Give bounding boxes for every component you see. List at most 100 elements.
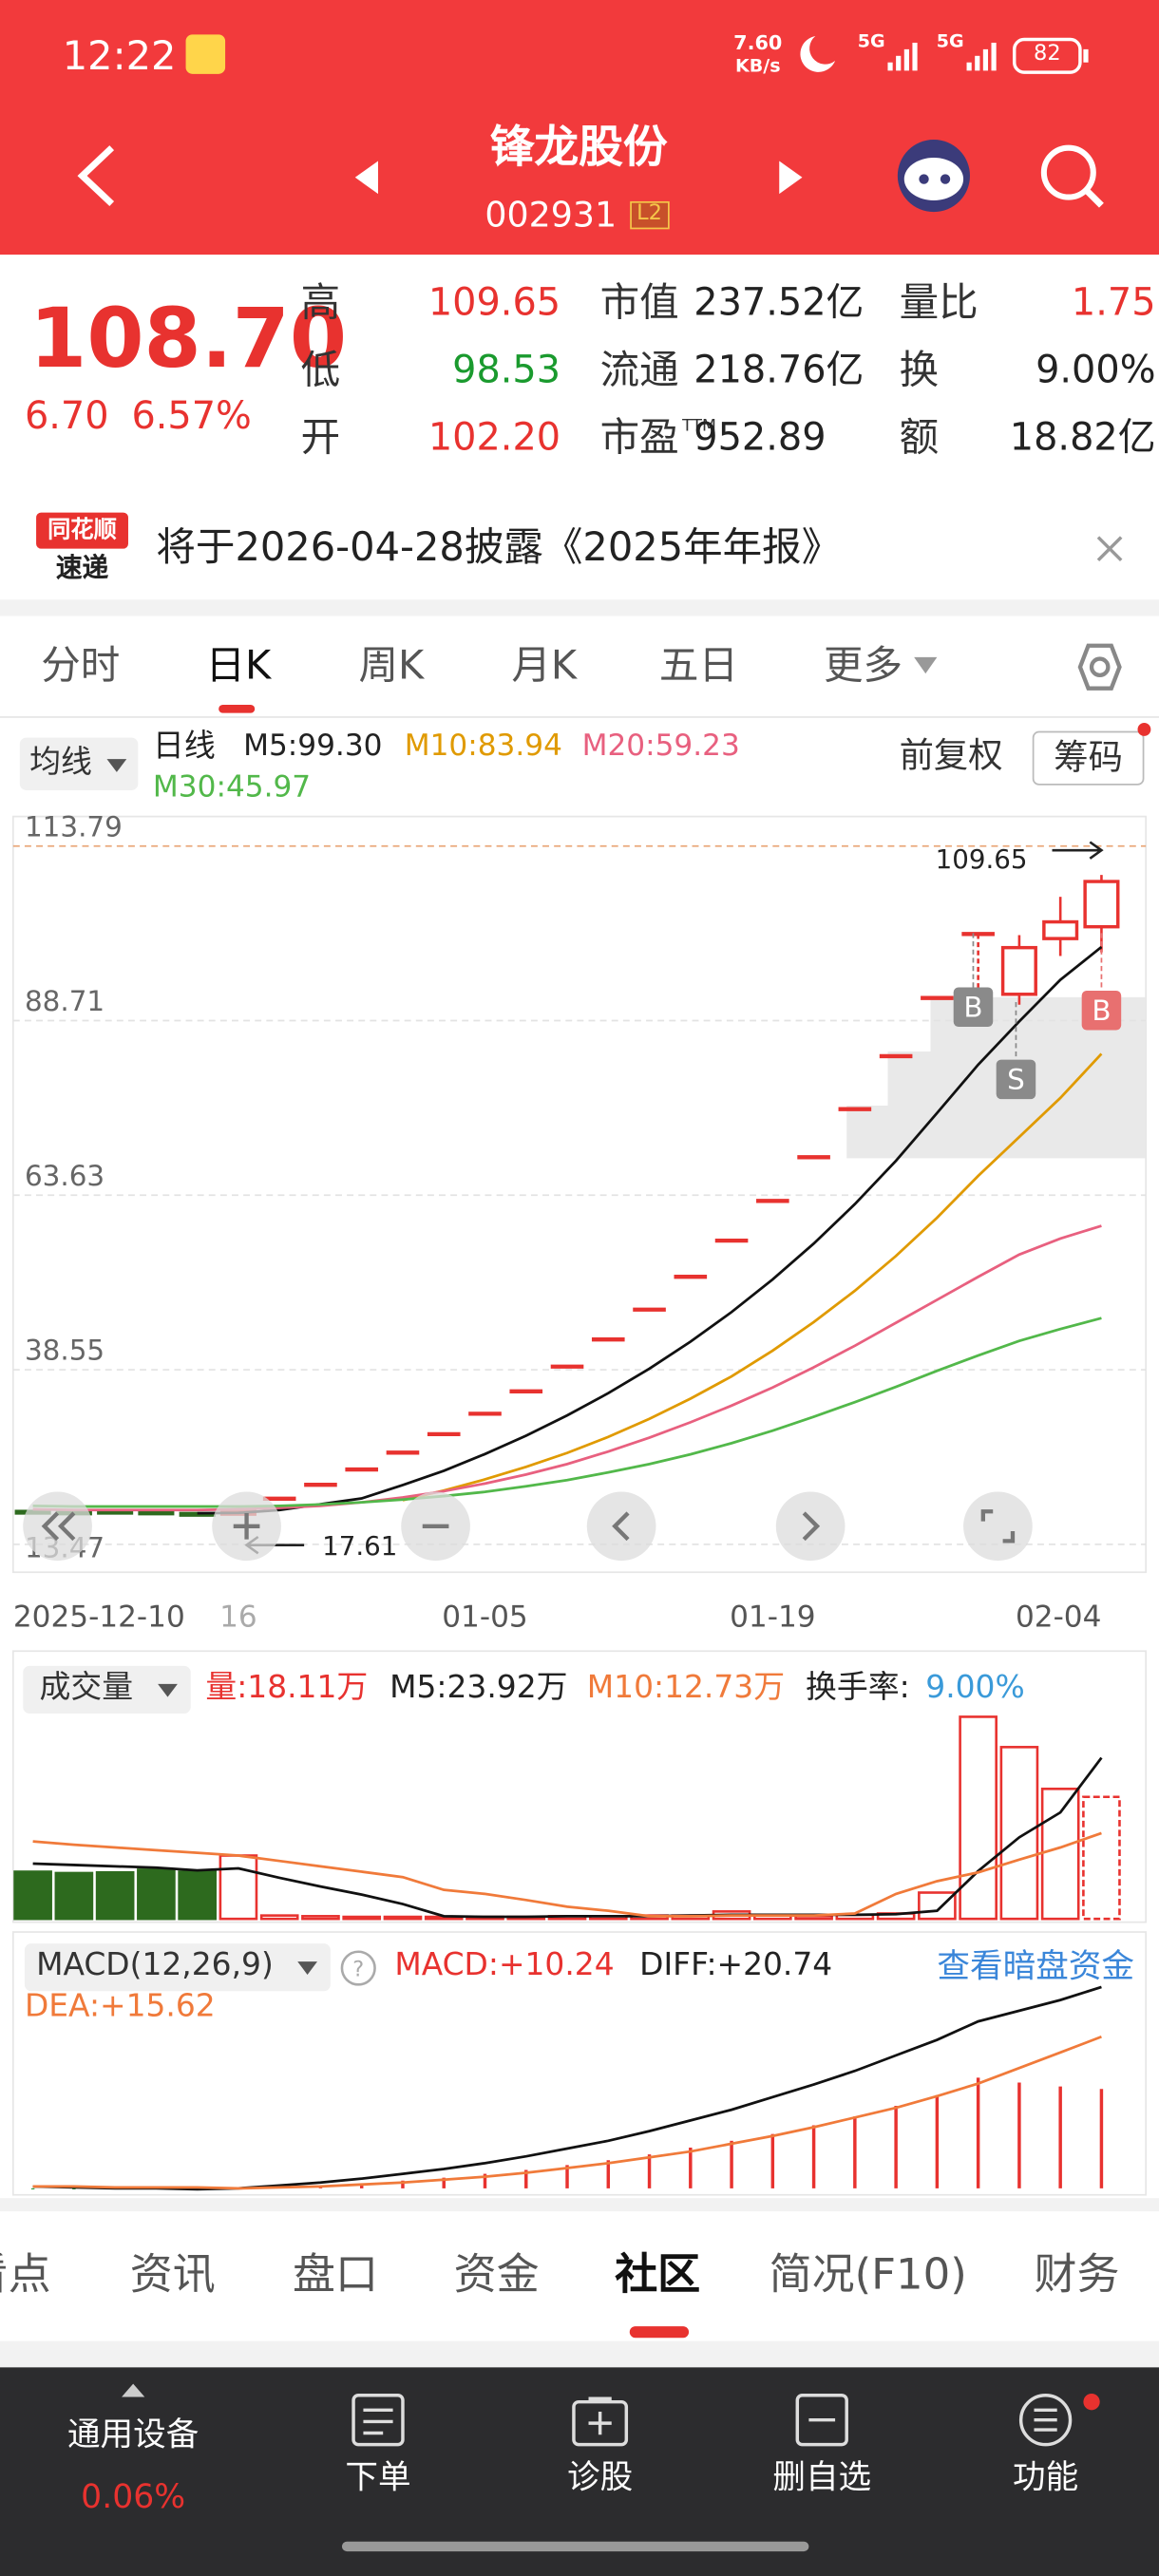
help-glyph: ? [352,1958,364,1982]
y-tick-label: 113.79 [25,810,123,843]
bottom-tab[interactable]: 简况(F10) [769,2250,967,2301]
stat-label: 市盈 [599,414,679,461]
toolbar-button[interactable]: 删自选 [772,2456,872,2497]
stat-label: 低 [300,347,341,393]
app-icon [185,34,226,74]
battery-icon [1012,37,1082,74]
caret [297,1961,317,1975]
red-dot [1137,723,1151,736]
stat-value: 1.75 [1071,282,1156,326]
period-tab[interactable]: 日K [205,642,272,690]
bottom-tab[interactable]: 资讯 [129,2250,216,2301]
sector-name[interactable]: 通用设备 [66,2414,200,2454]
volume-bar [54,1871,94,1921]
high-label: 109.65 [936,843,1028,875]
high-arrow [1052,841,1104,860]
x-tick-label: 01-19 [730,1600,815,1634]
volume-ma-line [32,1756,1103,1919]
volume-button[interactable]: 成交量 [39,1669,134,1706]
trade-mark-box [996,1059,1036,1100]
trade-mark: B [963,992,982,1024]
period-tab[interactable]: 分时 [41,642,121,690]
toolbar-button[interactable]: 功能 [1012,2456,1079,2497]
x-tick-label: 16 [219,1600,257,1634]
adjust-button[interactable]: 前复权 [899,735,1003,776]
back-icon[interactable] [77,145,115,206]
stat-label-sup: TTM [682,417,716,436]
level-badge: L2 [630,200,669,230]
price-frame [11,815,1148,1574]
stat-label: 市值 [599,279,679,326]
period-tab[interactable]: 月K [511,642,578,690]
stat-value: 102.20 [428,416,561,460]
bottom-tab[interactable]: 盘口 [293,2250,379,2301]
period-tab[interactable]: 五日 [658,642,738,690]
x-tick-label: 02-04 [1016,1600,1101,1634]
tab-underline [629,2326,690,2339]
chips-button-bg[interactable] [1032,730,1145,786]
volume-bar [95,1870,135,1921]
dea-line [32,2035,1102,2190]
volume-bar [342,1915,382,1921]
caret [106,759,127,772]
trade-mark-box [1081,990,1122,1031]
candle-body [1000,945,1037,996]
settings-dot [1089,656,1111,678]
robot-icon[interactable] [897,140,970,213]
trade-mark: B [1092,994,1111,1027]
prev-icon[interactable] [354,161,379,195]
separator [0,2198,1159,2212]
close-icon[interactable] [1096,536,1123,562]
stat-value: 109.65 [428,282,561,326]
period-label: 日线 [152,728,216,765]
candle-body [1042,919,1079,940]
notice-logo-text: 速递 [55,551,109,583]
change-pct: 6.57% [131,395,252,439]
dea-label: DEA:+15.62 [24,1987,216,2025]
search-icon[interactable] [1040,144,1104,208]
volume-bar [1040,1788,1080,1921]
y-tick-label: 63.63 [25,1160,104,1192]
chips-button[interactable]: 筹码 [1054,737,1123,777]
notice-text[interactable]: 将于2026-04-28披露《2025年年报》 [156,524,842,571]
period-tab[interactable]: 周K [358,642,425,690]
dark-pool-link[interactable]: 查看暗盘资金 [937,1945,1135,1986]
bottom-tab[interactable]: 财务 [1034,2250,1120,2301]
volume-ma-label: M5:23.92万 [390,1669,568,1706]
ma-line [402,1052,1103,1502]
caret [158,1683,178,1697]
settings-icon[interactable] [1077,643,1122,691]
net-speed: 7.60 [733,31,783,55]
volume-ma-label: M10:12.73万 [586,1669,786,1706]
macd-button-bg[interactable] [24,1943,331,1992]
ma-line [197,945,1103,1515]
toolbar-button[interactable]: 诊股 [567,2456,634,2497]
stock-code: 002931 [484,195,618,236]
y-tick-label: 38.55 [25,1335,104,1367]
macd-button[interactable]: MACD(12,26,9) [36,1946,274,1983]
bottom-tab[interactable]: 资金 [453,2250,540,2301]
next-icon[interactable] [779,161,803,195]
up-caret [122,2383,145,2397]
volume-bar [918,1891,957,1921]
stat-value: 218.76亿 [694,350,864,392]
separator [0,2340,1159,2368]
bottom-tab[interactable]: 看点 [0,2250,51,2301]
period-tab[interactable]: 更多 [823,642,903,690]
volume-label: 量:18.11万 [205,1669,369,1706]
ma-label: M30:45.97 [152,769,312,805]
stat-label: 流通 [599,347,679,393]
toolbar-button[interactable]: 下单 [345,2456,411,2497]
trade-mark-box [953,987,994,1027]
bottom-tab[interactable]: 社区 [615,2250,701,2301]
help-icon[interactable] [340,1950,376,1986]
stock-name: 锋龙股份 [489,122,668,174]
ma-button[interactable]: 均线 [29,744,92,781]
volume-bar [301,1915,340,1921]
chart-nav[interactable] [23,1491,1033,1562]
volume-bar [959,1715,998,1921]
stat-value: 952.89 [694,416,826,460]
red-dot [1083,2394,1100,2411]
